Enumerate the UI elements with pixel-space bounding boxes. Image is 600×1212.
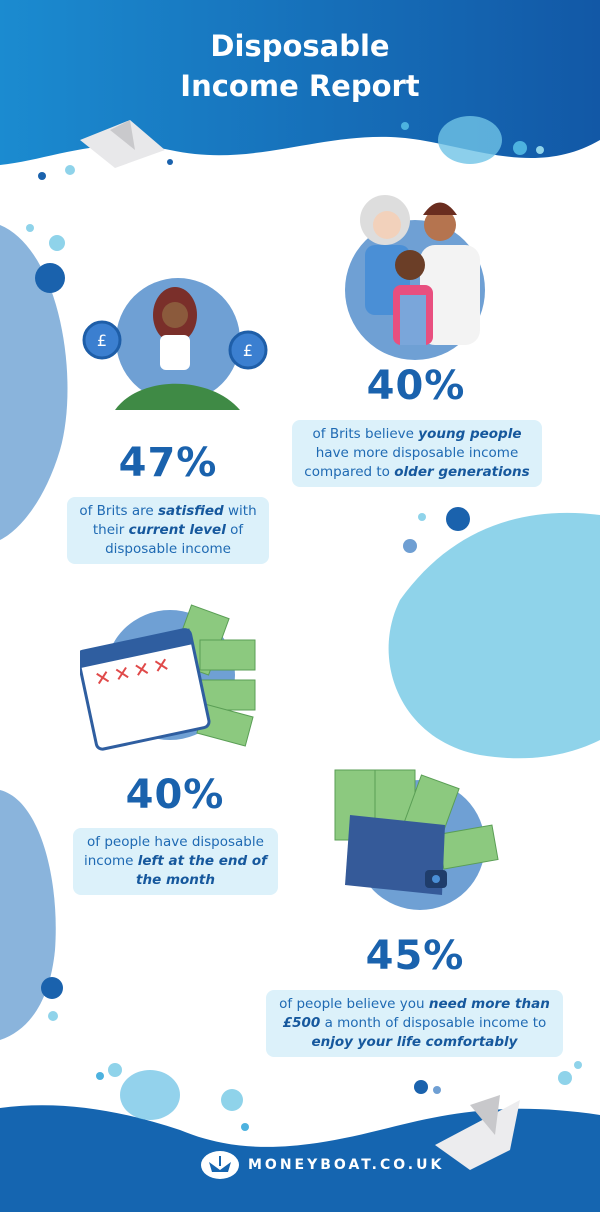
- stat-description: of people have disposable income left at…: [73, 828, 278, 895]
- emphasis-text: need more than £500: [282, 996, 550, 1031]
- body-text: of disposable income: [105, 522, 244, 557]
- calendar-and-banknotes-icon: [80, 604, 256, 751]
- body-text: of people believe you: [279, 996, 429, 1012]
- footer-brand[interactable]: MONEYBOAT.CO.UK: [200, 1150, 444, 1180]
- website-link[interactable]: MONEYBOAT.CO.UK: [248, 1157, 445, 1173]
- emphasis-text: older generations: [394, 464, 530, 480]
- body-text: of Brits believe: [312, 426, 419, 442]
- stat-description: of people believe you need more than £50…: [266, 990, 563, 1057]
- stat-percent: 40%: [125, 772, 225, 818]
- stat-description: of Brits believe young people have more …: [292, 420, 542, 487]
- footer-wave: [0, 1061, 600, 1212]
- stat-percent: 40%: [366, 363, 466, 409]
- svg-text:£: £: [97, 331, 107, 350]
- wallet-with-banknotes-icon: [334, 769, 499, 895]
- header-wave: [0, 0, 600, 180]
- emphasis-text: satisfied: [157, 503, 224, 519]
- stat-percent: 47%: [118, 440, 218, 486]
- emphasis-text: left at the end of the month: [136, 853, 268, 888]
- emphasis-text: enjoy your life comfortably: [311, 1034, 518, 1050]
- body-text: with their: [92, 503, 257, 538]
- stat-percent: 45%: [365, 933, 465, 979]
- meditating-woman-with-coins-icon: £ £: [82, 287, 268, 410]
- moneyboat-boat-logo: [201, 1151, 239, 1179]
- emphasis-text: current level: [128, 522, 226, 538]
- body-text: a month of disposable income to: [320, 1015, 547, 1031]
- family-generations-icon: [360, 195, 480, 345]
- svg-text:£: £: [243, 341, 253, 360]
- emphasis-text: young people: [418, 426, 522, 442]
- stat-description: of Brits are satisfied with their curren…: [67, 497, 269, 564]
- body-text: have more disposable income compared to: [304, 445, 519, 480]
- body-text: of people have disposable income: [83, 834, 264, 869]
- page-title: Disposable Income Report: [180, 29, 420, 103]
- body-text: of Brits are: [79, 503, 158, 519]
